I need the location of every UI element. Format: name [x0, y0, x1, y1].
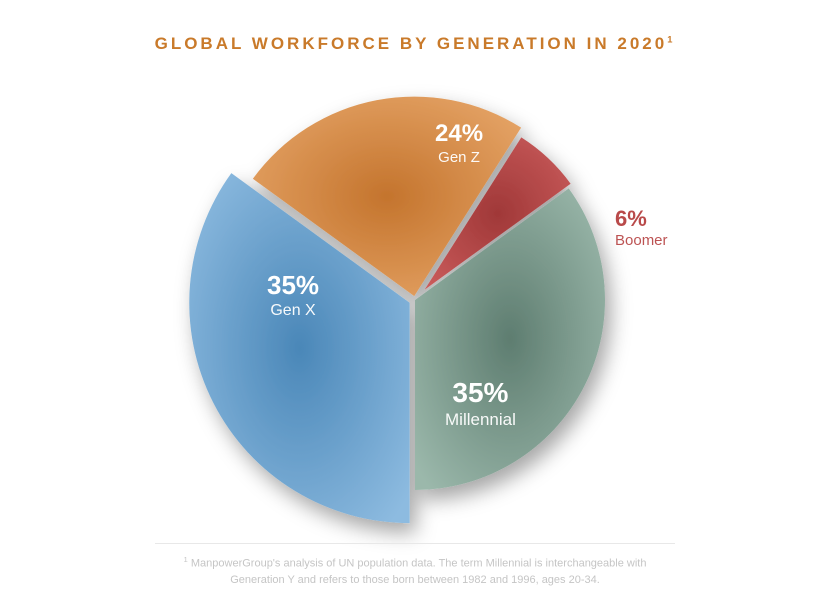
footnote: 1 ManpowerGroup's analysis of UN populat…	[155, 543, 675, 589]
pie-chart: 35% Gen X 24% Gen Z 6% Boomer 35% Millen…	[155, 40, 675, 560]
chart-canvas: GLOBAL WORKFORCE BY GENERATION IN 20201	[0, 0, 830, 613]
pie-svg	[155, 40, 675, 560]
footnote-superscript: 1	[184, 555, 188, 564]
footnote-text: ManpowerGroup's analysis of UN populatio…	[191, 558, 647, 586]
